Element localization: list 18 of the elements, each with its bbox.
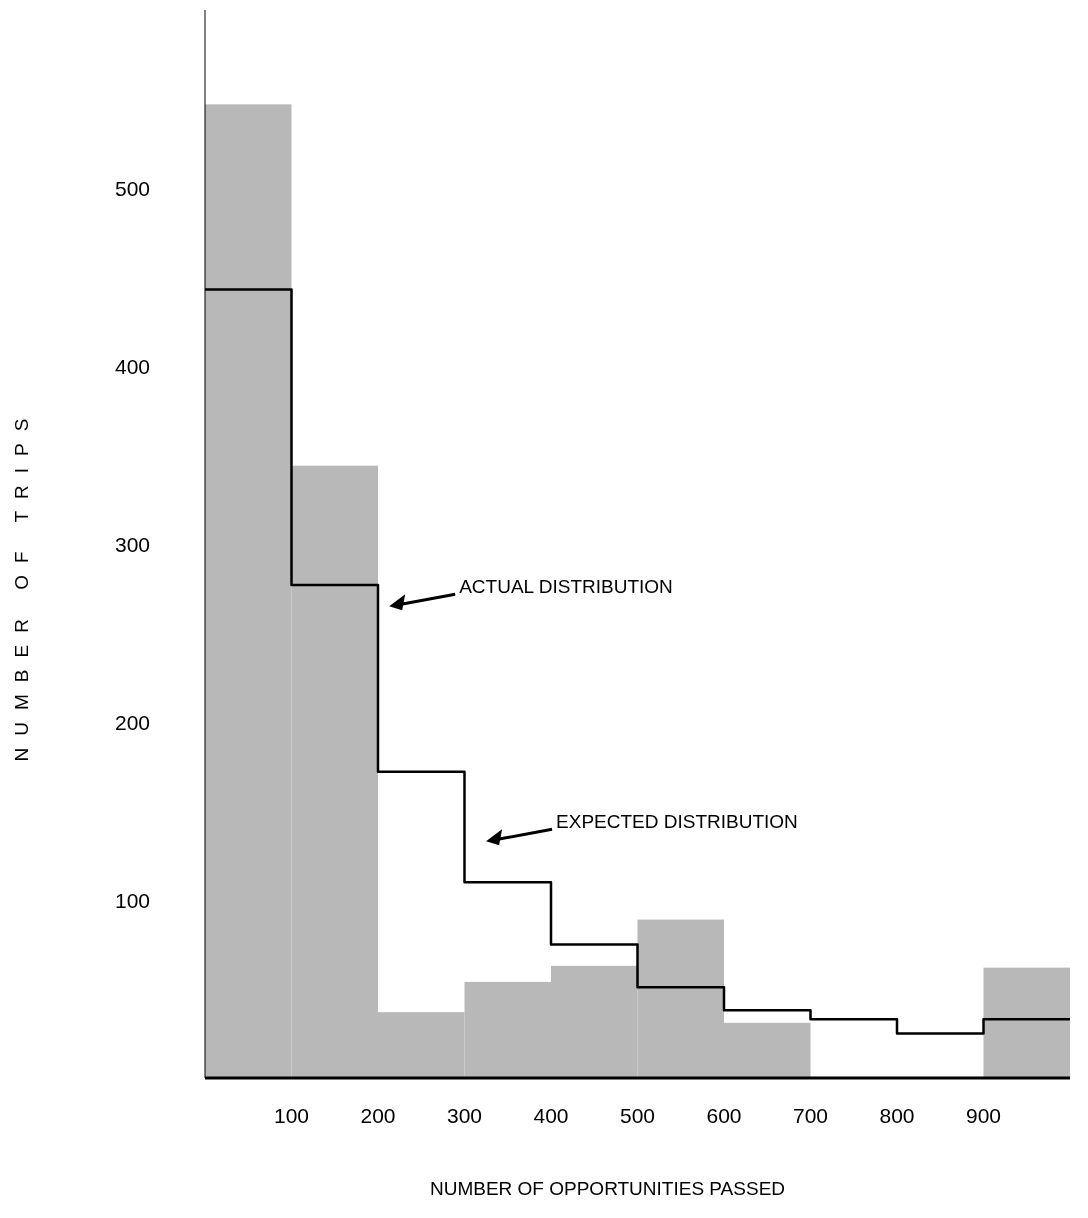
y-axis-title: NUMBER OF TRIPS bbox=[11, 406, 32, 762]
x-tick-label: 700 bbox=[792, 1103, 829, 1127]
x-tick-label: 500 bbox=[619, 1103, 656, 1127]
x-tick-label: 100 bbox=[273, 1103, 310, 1127]
x-axis-title: NUMBER OF OPPORTUNITIES PASSED bbox=[429, 1178, 786, 1199]
x-tick-label: 300 bbox=[446, 1103, 483, 1127]
x-tick-label: 900 bbox=[965, 1103, 1002, 1127]
y-tick-label: 300 bbox=[114, 532, 150, 556]
annotation: ACTUAL DISTRIBUTION bbox=[459, 575, 673, 597]
x-tick-label: 200 bbox=[360, 1103, 396, 1127]
y-tick-label: 500 bbox=[114, 176, 150, 200]
annotation: EXPECTED DISTRIBUTION bbox=[556, 810, 798, 832]
y-tick-label: 100 bbox=[114, 888, 150, 912]
x-tick-label: 600 bbox=[706, 1103, 742, 1127]
y-tick-label: 200 bbox=[114, 710, 150, 734]
x-tick-label: 800 bbox=[879, 1103, 915, 1127]
y-tick-label: 400 bbox=[114, 354, 150, 378]
x-tick-label: 400 bbox=[533, 1103, 569, 1127]
